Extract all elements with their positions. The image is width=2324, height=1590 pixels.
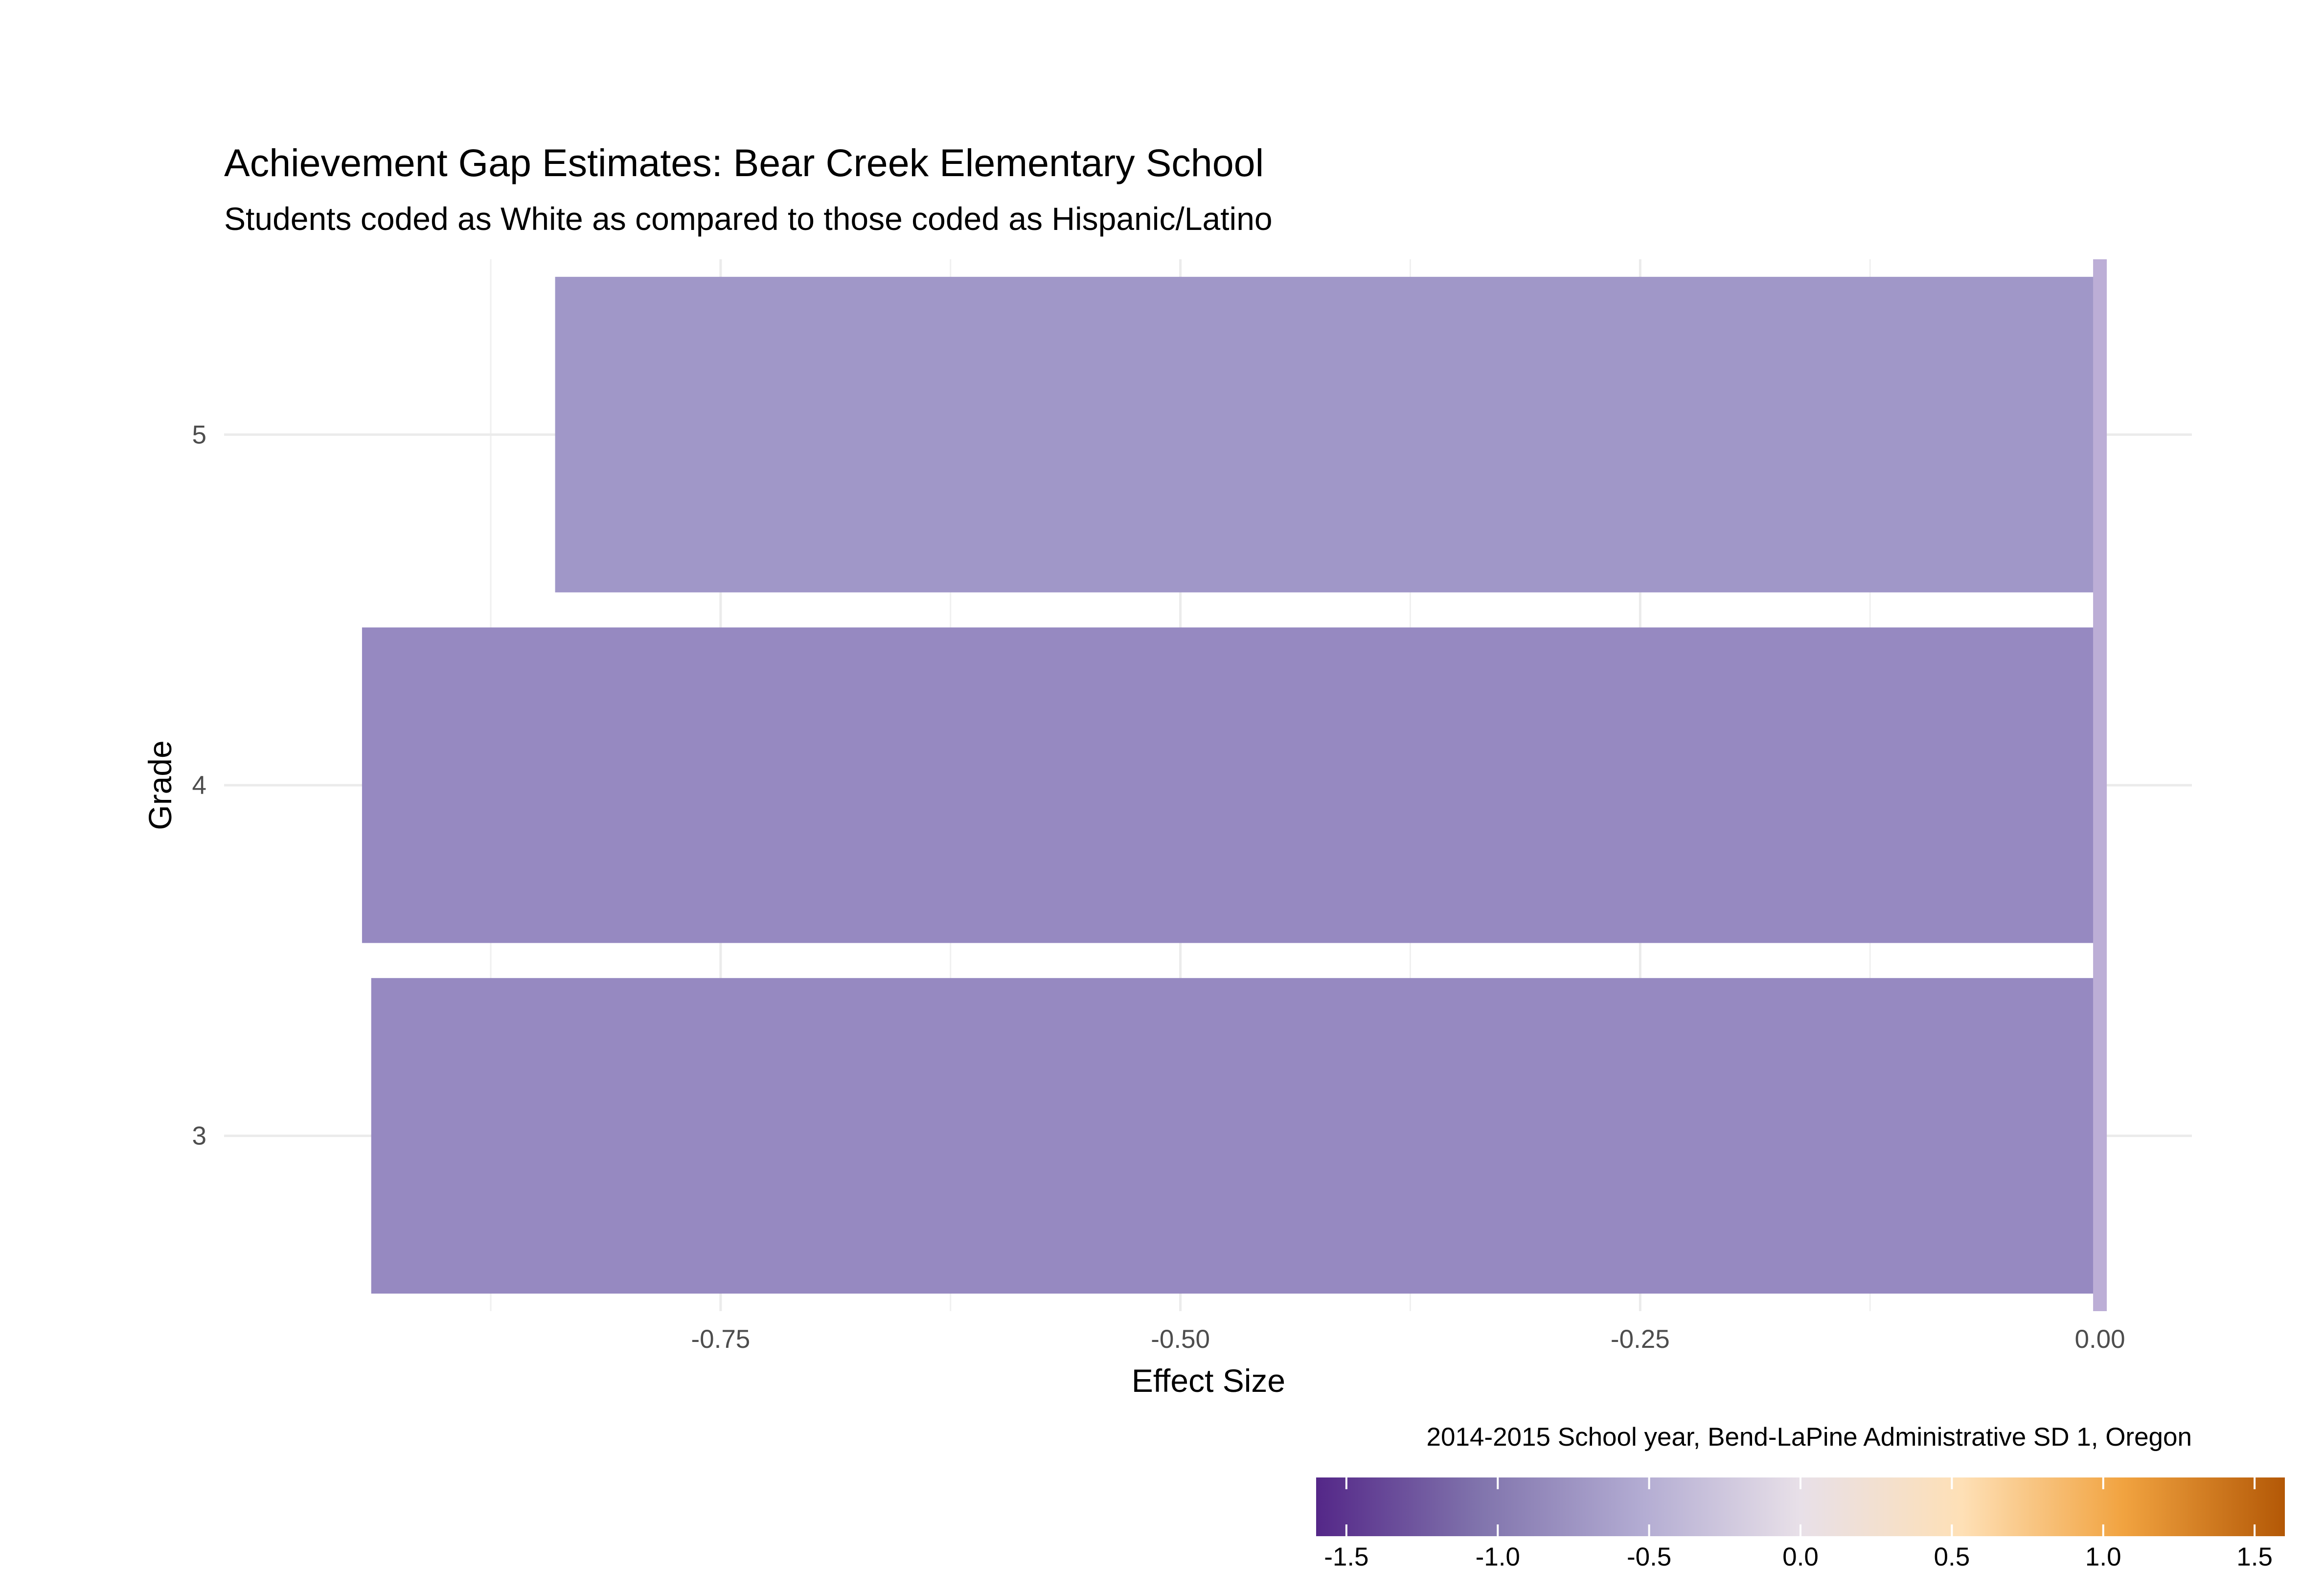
x-tick-label: -0.75 (691, 1325, 750, 1354)
reference-line-group (2093, 259, 2107, 1311)
colorbar-tick-label: 1.5 (2236, 1543, 2273, 1571)
colorbar-tick-label: -0.5 (1627, 1543, 1671, 1571)
colorbar-tick-label: 1.0 (2085, 1543, 2121, 1571)
chart-title: Achievement Gap Estimates: Bear Creek El… (224, 141, 1264, 184)
colorbar-ticks: -1.5 -1.0 -0.5 0.0 0.5 1.0 1.5 (1324, 1477, 2273, 1571)
y-axis-ticks: 3 4 5 (192, 420, 206, 1150)
bar (555, 276, 2100, 592)
bar (362, 627, 2100, 943)
colorbar-tick-label: 0.5 (1934, 1543, 1970, 1571)
y-tick-label: 4 (192, 771, 206, 800)
x-tick-label: -0.25 (1611, 1325, 1670, 1354)
chart-subtitle: Students coded as White as compared to t… (224, 201, 1273, 237)
reference-line (2093, 259, 2107, 1311)
colorbar-tick-label: -1.0 (1476, 1543, 1520, 1571)
colorbar: -1.5 -1.0 -0.5 0.0 0.5 1.0 1.5 (1316, 1477, 2285, 1571)
x-axis-ticks: -0.75 -0.50 -0.25 0.00 (691, 1325, 2125, 1354)
colorbar-tick-label: -1.5 (1324, 1543, 1368, 1571)
bar (371, 978, 2100, 1294)
x-axis-title: Effect Size (1132, 1363, 1285, 1399)
colorbar-tick-label: 0.0 (1782, 1543, 1819, 1571)
x-tick-label: 0.00 (2074, 1325, 2125, 1354)
y-tick-label: 3 (192, 1122, 206, 1151)
x-tick-label: -0.50 (1151, 1325, 1210, 1354)
y-axis-title: Grade (142, 740, 178, 830)
chart-caption: 2014-2015 School year, Bend-LaPine Admin… (1427, 1423, 2192, 1452)
bars (362, 276, 2100, 1294)
y-tick-label: 5 (192, 420, 206, 449)
